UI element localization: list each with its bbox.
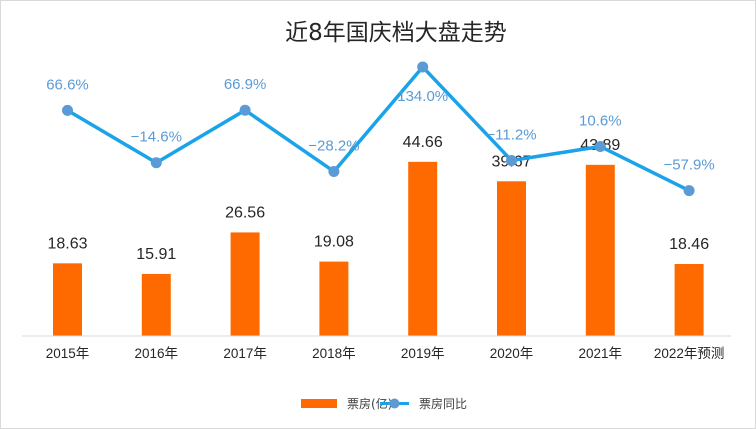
- yoy-point: [683, 185, 695, 197]
- bar-value-label: 44.66: [403, 134, 443, 151]
- legend-line-marker: [389, 398, 400, 409]
- bar: [585, 164, 615, 336]
- x-axis-labels: 2015年 2016年 2017年 2018年 2019年 2020年 2021年 2022年…: [46, 346, 725, 361]
- x-tick-label: 2018年: [312, 346, 356, 361]
- yoy-value-label: 66.6%: [46, 76, 89, 93]
- yoy-value-label: −28.2%: [308, 137, 359, 154]
- yoy-value-label: −11.2%: [486, 127, 536, 144]
- yoy-line-group: 66.6% −14.6% 66.9% −28.2% 134.0% −11.2% 10.6% −…: [46, 61, 715, 197]
- legend: 票房(亿) 票房同比: [301, 396, 467, 411]
- bar: [319, 261, 349, 336]
- x-tick-label: 2015年: [46, 346, 90, 361]
- bar-value-label: 26.56: [225, 204, 265, 221]
- bar: [141, 273, 171, 336]
- yoy-value-label: −57.9%: [663, 157, 714, 174]
- yoy-value-label: 134.0%: [397, 88, 448, 105]
- yoy-point: [62, 104, 73, 116]
- bar-value-label: 18.46: [669, 236, 709, 253]
- yoy-point: [506, 155, 517, 167]
- bar: [497, 181, 526, 336]
- legend-bar-label: 票房(亿): [347, 396, 392, 411]
- yoy-point: [328, 165, 340, 177]
- x-tick-label: 2019年: [401, 346, 445, 361]
- yoy-point: [417, 61, 429, 73]
- yoy-point: [150, 157, 162, 169]
- yoy-point: [594, 140, 606, 152]
- x-tick-label: 2022年预测: [654, 346, 725, 361]
- bar: [408, 161, 438, 336]
- yoy-value-label: 10.6%: [579, 112, 622, 129]
- x-tick-label: 2020年: [490, 346, 534, 361]
- x-tick-label: 2021年: [579, 346, 623, 361]
- x-tick-label: 2017年: [223, 346, 267, 361]
- bar-value-label: 18.63: [47, 235, 87, 252]
- yoy-line: [66, 65, 690, 193]
- x-tick-label: 2016年: [135, 346, 179, 361]
- bar: [53, 263, 82, 336]
- legend-line-label: 票房同比: [419, 396, 467, 411]
- bar: [674, 264, 704, 336]
- yoy-point: [239, 104, 251, 116]
- yoy-value-label: 66.9%: [224, 76, 267, 93]
- bar-value-label: 19.08: [314, 234, 354, 251]
- yoy-value-label: −14.6%: [131, 129, 182, 146]
- chart-title: 近8年国庆档大盘走势: [285, 20, 507, 46]
- legend-bar-swatch: [301, 399, 337, 408]
- bar: [230, 232, 260, 336]
- bar-value-label: 15.91: [136, 246, 176, 263]
